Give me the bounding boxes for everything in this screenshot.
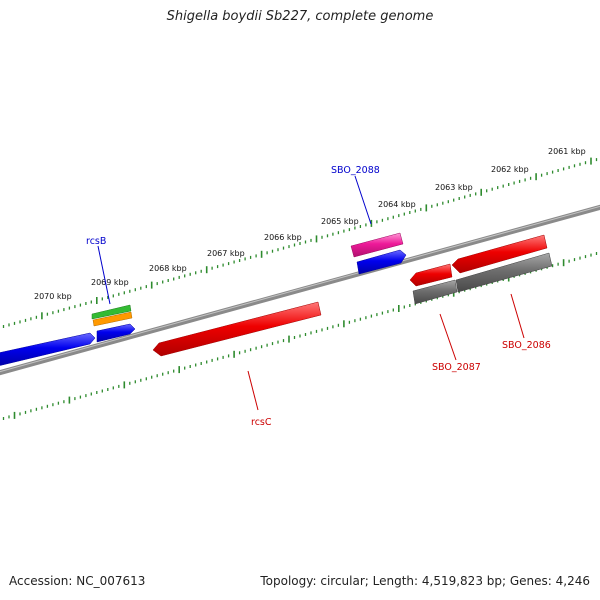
scale-label-2064: 2064 kbp: [378, 200, 416, 209]
gene-SBO_2088[interactable]: [356, 249, 407, 275]
scale-label-2065: 2065 kbp: [321, 217, 359, 226]
leader-rcsB: [97, 245, 111, 305]
pseudo-gene-right[interactable]: [455, 252, 553, 293]
leader-SBO_2086: [510, 293, 525, 339]
scale-label-2061: 2061 kbp: [548, 147, 586, 156]
gene-label-SBO_2086[interactable]: SBO_2086: [502, 340, 551, 351]
scale-label-2063: 2063 kbp: [435, 183, 473, 192]
gene-SBO_2088-magenta[interactable]: [350, 232, 404, 258]
scale-label-2062: 2062 kbp: [491, 165, 529, 174]
leader-rcsC: [247, 370, 259, 411]
gene-rcsB[interactable]: [96, 323, 136, 343]
label-leaders: [97, 175, 525, 411]
feature-orange[interactable]: [92, 311, 133, 327]
leader-SBO_2087: [439, 313, 457, 361]
gene-label-SBO_2087[interactable]: SBO_2087: [432, 362, 481, 373]
topology-text: Topology: circular; Length: 4,519,823 bp…: [260, 574, 590, 588]
gene-label-rcsB[interactable]: rcsB: [86, 236, 106, 247]
inner-tick-track: [2, 252, 598, 420]
map-title: Shigella boydii Sb227, complete genome: [166, 9, 434, 24]
genome-backbone: [0, 204, 600, 376]
gene-rcsC[interactable]: [152, 301, 322, 357]
outer-tick-track: [2, 157, 598, 328]
accession-text: Accession: NC_007613: [9, 574, 146, 588]
gene-SBO_2086[interactable]: [451, 234, 548, 274]
pseudo-gene-left[interactable]: [412, 279, 458, 305]
scale-label-2066: 2066 kbp: [264, 233, 302, 242]
gene-label-rcsC[interactable]: rcsC: [251, 417, 272, 428]
scale-labels: 2061 kbp 2062 kbp 2063 kbp 2064 kbp 2065…: [34, 147, 586, 301]
gene-forward-left[interactable]: [0, 332, 96, 366]
scale-label-2067: 2067 kbp: [207, 249, 245, 258]
scale-label-2068: 2068 kbp: [149, 264, 187, 273]
reverse-features: [152, 234, 553, 357]
gene-SBO_2087[interactable]: [409, 263, 453, 287]
scale-label-2069: 2069 kbp: [91, 278, 129, 287]
genome-backbone-highlight: [0, 205, 600, 373]
feature-green[interactable]: [91, 304, 132, 320]
forward-features: [0, 232, 407, 366]
scale-label-2070: 2070 kbp: [34, 292, 72, 301]
leader-SBO_2088: [354, 175, 372, 225]
gene-labels: rcsB SBO_2088 rcsC SBO_2087 SBO_2086: [86, 165, 551, 428]
gene-label-SBO_2088[interactable]: SBO_2088: [331, 165, 380, 176]
